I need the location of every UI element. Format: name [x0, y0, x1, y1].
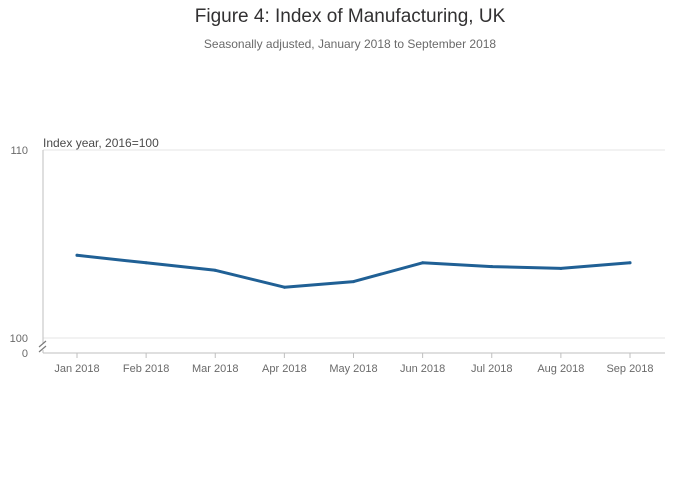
x-tick-label: Sep 2018	[606, 363, 653, 375]
x-tick-label: Jan 2018	[54, 363, 99, 375]
data-point	[490, 265, 494, 269]
data-point	[352, 280, 355, 284]
x-tick-label: Aug 2018	[537, 363, 584, 375]
data-point	[628, 261, 632, 265]
gridlines	[43, 149, 665, 339]
x-tick-label: Jun 2018	[400, 363, 445, 375]
data-point	[144, 261, 148, 265]
y-axis-label: Index year, 2016=100	[43, 136, 159, 150]
data-point	[282, 285, 286, 289]
x-tick-label: Mar 2018	[192, 363, 238, 375]
x-tick-label: Feb 2018	[123, 363, 169, 375]
tick-labels: 110 100 0 Jan 2018 Feb 2018 Mar 2018 Apr 2018 M…	[10, 145, 654, 375]
axis-break-mark	[38, 340, 47, 348]
data-point	[75, 253, 79, 257]
series-layer	[75, 253, 632, 289]
chart-subtitle: Seasonally adjusted, January 2018 to Sep…	[203, 37, 497, 51]
y-tick-label: 110	[10, 145, 28, 157]
data-point	[213, 268, 217, 272]
y-tick-label: 0	[22, 348, 28, 360]
axes	[38, 150, 665, 358]
axis-break-mark	[38, 345, 47, 353]
chart-title: Figure 4: Index of Manufacturing, UK	[194, 6, 506, 27]
y-tick-label: 100	[10, 333, 28, 345]
data-point	[421, 261, 425, 265]
x-tick-label: Apr 2018	[262, 363, 307, 375]
data-point	[559, 266, 563, 270]
x-tick-label: May 2018	[329, 363, 377, 375]
x-tick-label: Jul 2018	[471, 363, 513, 375]
